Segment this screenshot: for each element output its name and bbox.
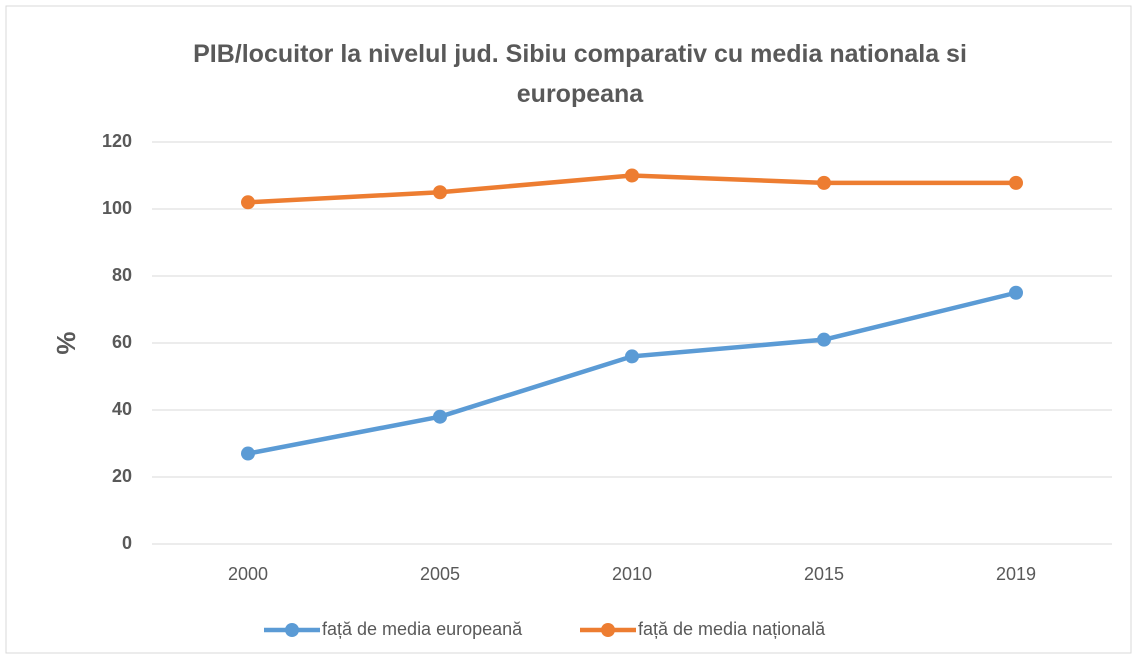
x-tick-label: 2010 bbox=[612, 564, 652, 584]
chart-border bbox=[5, 5, 1132, 654]
marker bbox=[1009, 285, 1023, 300]
marker bbox=[241, 446, 255, 461]
marker bbox=[625, 349, 639, 364]
y-tick-label: 20 bbox=[112, 466, 132, 486]
marker bbox=[241, 195, 255, 210]
marker bbox=[625, 168, 639, 183]
y-tick-label: 80 bbox=[112, 265, 132, 285]
y-axis-label: % bbox=[51, 331, 81, 354]
legend-label: față de media națională bbox=[638, 619, 826, 639]
marker bbox=[817, 332, 831, 347]
marker bbox=[817, 175, 831, 190]
y-tick-label: 100 bbox=[102, 198, 132, 218]
y-tick-label: 0 bbox=[122, 533, 132, 553]
legend-marker bbox=[285, 623, 299, 637]
x-tick-label: 2005 bbox=[420, 564, 460, 584]
y-tick-label: 60 bbox=[112, 332, 132, 352]
marker bbox=[433, 185, 447, 200]
x-tick-label: 2015 bbox=[804, 564, 844, 584]
y-tick-label: 120 bbox=[102, 131, 132, 151]
line bbox=[247, 290, 1017, 456]
chart-title: PIB/locuitor la nivelul jud. Sibiu compa… bbox=[193, 40, 967, 108]
marker bbox=[433, 409, 447, 424]
legend-marker bbox=[601, 623, 615, 637]
x-tick-label: 2019 bbox=[996, 564, 1036, 584]
y-tick-label: 40 bbox=[112, 399, 132, 419]
marker bbox=[1009, 175, 1023, 190]
legend-label: față de media europeană bbox=[322, 619, 523, 639]
x-tick-label: 2000 bbox=[228, 564, 268, 584]
